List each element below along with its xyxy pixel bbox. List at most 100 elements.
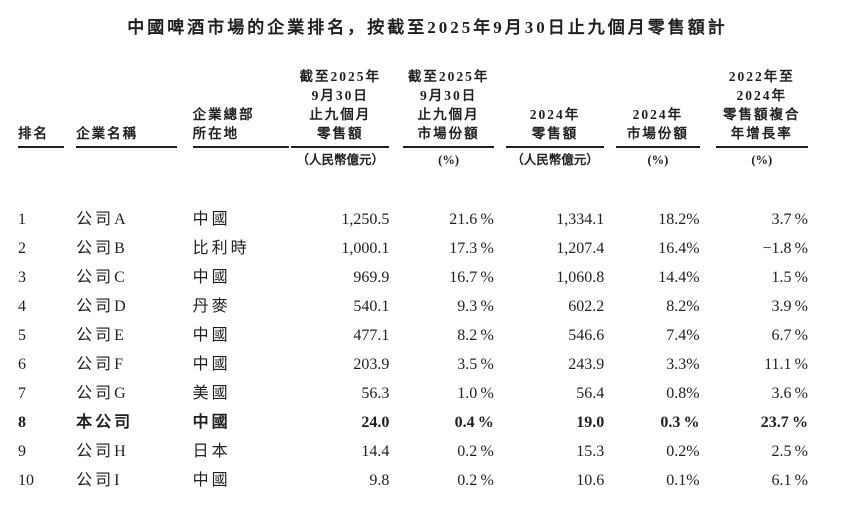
document-page: 中國啤酒市場的企業排名，按截至2025年9月30日止九個月零售額計 排名 企業名… xyxy=(0,13,855,527)
table-row-rank-2: 2 公司B 比利時 1,000.1 17.3 % 1,207.4 16.4% −1.8 % xyxy=(18,234,808,263)
cell-company: 公司G xyxy=(76,385,129,402)
cell-cagr: 3.6 % xyxy=(771,385,808,402)
cell-hq: 比利時 xyxy=(192,240,250,257)
cell-cagr: 2.5 % xyxy=(771,443,808,460)
table-row-rank-3: 3 公司C 中國 969.9 16.7 % 1,060.8 14.4% 1.5 % xyxy=(18,263,808,292)
column-unit-label xyxy=(18,148,64,172)
cell-company: 公司C xyxy=(76,269,128,286)
cell-retail2025: 969.9 xyxy=(353,269,390,286)
cell-hq: 中國 xyxy=(192,414,231,431)
table-row-rank-5: 5 公司E 中國 477.1 8.2 % 546.6 7.4% 6.7 % xyxy=(18,321,808,350)
column-header-retail2025: 截至2025年 9月30日 止九個月 零售額 （人民幣億元） xyxy=(289,66,390,172)
cell-hq: 中國 xyxy=(192,356,231,373)
cell-share2025: 9.3 % xyxy=(457,298,494,315)
cell-retail2024: 602.2 xyxy=(568,298,605,315)
header-row: 排名 企業名稱 企業總部 所在地 截至2025年 9月30日 止九個月 零售額 （人民幣億… xyxy=(18,66,808,172)
cell-rank: 1 xyxy=(18,211,26,228)
column-header-share2024: 2024年 市場份額 (%) xyxy=(604,66,700,172)
cell-company: 本公司 xyxy=(76,414,134,431)
cell-share2024: 3.3% xyxy=(666,356,700,373)
cell-cagr: 3.9 % xyxy=(771,298,808,315)
cell-retail2025: 9.8 xyxy=(369,472,390,489)
cell-share2024: 0.8% xyxy=(666,385,700,402)
cell-company: 公司A xyxy=(76,211,129,228)
cell-retail2024: 56.4 xyxy=(576,385,605,402)
cell-rank: 8 xyxy=(18,414,26,431)
cell-retail2025: 1,250.5 xyxy=(341,211,390,228)
column-unit-label: （人民幣億元） xyxy=(296,153,384,167)
cell-share2024: 8.2% xyxy=(666,298,700,315)
cell-hq: 中國 xyxy=(192,472,231,489)
cell-retail2025: 203.9 xyxy=(353,356,390,373)
table-row-rank-7: 7 公司G 美國 56.3 1.0 % 56.4 0.8% 3.6 % xyxy=(18,379,808,408)
cell-retail2024: 19.0 xyxy=(576,414,605,431)
cell-rank: 10 xyxy=(18,472,34,489)
cell-share2024: 0.3 % xyxy=(660,414,700,431)
cell-rank: 7 xyxy=(18,385,26,402)
column-unit-label xyxy=(193,148,289,172)
cell-rank: 3 xyxy=(18,269,26,286)
cell-company: 公司F xyxy=(76,356,127,373)
cell-company: 公司H xyxy=(76,443,129,460)
cell-retail2025: 56.3 xyxy=(361,385,390,402)
table-body: 1 公司A 中國 1,250.5 21.6 % 1,334.1 18.2% 3.7 % 2 公司B… xyxy=(18,172,808,495)
ranking-table: 排名 企業名稱 企業總部 所在地 截至2025年 9月30日 止九個月 零售額 （人民幣億… xyxy=(18,66,808,495)
table-row-rank-9: 9 公司H 日本 14.4 0.2 % 15.3 0.2% 2.5 % xyxy=(18,437,808,466)
cell-cagr: 6.1 % xyxy=(771,472,808,489)
cell-company: 公司B xyxy=(76,240,128,257)
cell-hq: 美國 xyxy=(192,385,231,402)
cell-company: 公司E xyxy=(76,327,127,344)
cell-retail2025: 477.1 xyxy=(353,327,390,344)
column-header-company: 企業名稱 xyxy=(64,66,177,172)
cell-rank: 9 xyxy=(18,443,26,460)
cell-share2025: 0.2 % xyxy=(457,443,494,460)
cell-hq: 中國 xyxy=(192,211,231,228)
cell-retail2024: 1,207.4 xyxy=(556,240,605,257)
cell-share2025: 0.4 % xyxy=(454,414,494,431)
column-unit-label: (%) xyxy=(438,153,459,167)
cell-retail2025: 24.0 xyxy=(361,414,390,431)
column-header-text: 排名 xyxy=(18,66,65,148)
column-header-rank: 排名 xyxy=(18,66,65,172)
table-row-rank-8: 8 本公司 中國 24.0 0.4 % 19.0 0.3 % 23.7 % xyxy=(18,408,808,437)
table-row-rank-4: 4 公司D 丹麥 540.1 9.3 % 602.2 8.2% 3.9 % xyxy=(18,292,808,321)
table-header: 排名 企業名稱 企業總部 所在地 截至2025年 9月30日 止九個月 零售額 （人民幣億… xyxy=(18,66,808,172)
column-unit-label: （人民幣億元） xyxy=(511,153,599,167)
column-header-text: 2024年 市場份額 xyxy=(616,66,700,148)
column-header-hq: 企業總部 所在地 xyxy=(177,66,290,172)
cell-share2024: 0.1% xyxy=(666,472,700,489)
cell-share2025: 21.6 % xyxy=(449,211,494,228)
cell-rank: 5 xyxy=(18,327,26,344)
cell-retail2025: 540.1 xyxy=(353,298,390,315)
cell-cagr: 11.1 % xyxy=(764,356,808,373)
cell-hq: 中國 xyxy=(192,327,231,344)
cell-share2024: 0.2% xyxy=(666,443,700,460)
cell-share2025: 3.5 % xyxy=(457,356,494,373)
cell-hq: 丹麥 xyxy=(192,298,231,315)
cell-retail2024: 1,334.1 xyxy=(556,211,605,228)
table-title: 中國啤酒市場的企業排名，按截至2025年9月30日止九個月零售額計 xyxy=(127,18,728,37)
cell-retail2025: 14.4 xyxy=(361,443,390,460)
cell-cagr: 3.7 % xyxy=(771,211,808,228)
cell-share2025: 8.2 % xyxy=(457,327,494,344)
cell-hq: 日本 xyxy=(192,443,231,460)
column-header-text: 截至2025年 9月30日 止九個月 零售額 xyxy=(291,66,390,148)
cell-rank: 6 xyxy=(18,356,26,373)
cell-cagr: 6.7 % xyxy=(771,327,808,344)
cell-rank: 4 xyxy=(18,298,26,315)
cell-cagr: 23.7 % xyxy=(760,414,808,431)
column-header-text: 2024年 零售額 xyxy=(505,66,605,148)
cell-retail2024: 1,060.8 xyxy=(556,269,605,286)
cell-company: 公司I xyxy=(76,472,123,489)
cell-retail2024: 243.9 xyxy=(568,356,605,373)
cell-share2025: 17.3 % xyxy=(449,240,494,257)
cell-share2024: 16.4% xyxy=(658,240,700,257)
column-header-retail2024: 2024年 零售額 （人民幣億元） xyxy=(494,66,605,172)
cell-retail2024: 546.6 xyxy=(568,327,605,344)
cell-retail2024: 15.3 xyxy=(576,443,605,460)
table-row-rank-1: 1 公司A 中國 1,250.5 21.6 % 1,334.1 18.2% 3.7 % xyxy=(18,172,808,234)
table-row-rank-10: 10 公司I 中國 9.8 0.2 % 10.6 0.1% 6.1 % xyxy=(18,466,808,495)
cell-share2024: 18.2% xyxy=(658,211,700,228)
cell-retail2025: 1,000.1 xyxy=(341,240,390,257)
cell-cagr: 1.5 % xyxy=(771,269,808,286)
